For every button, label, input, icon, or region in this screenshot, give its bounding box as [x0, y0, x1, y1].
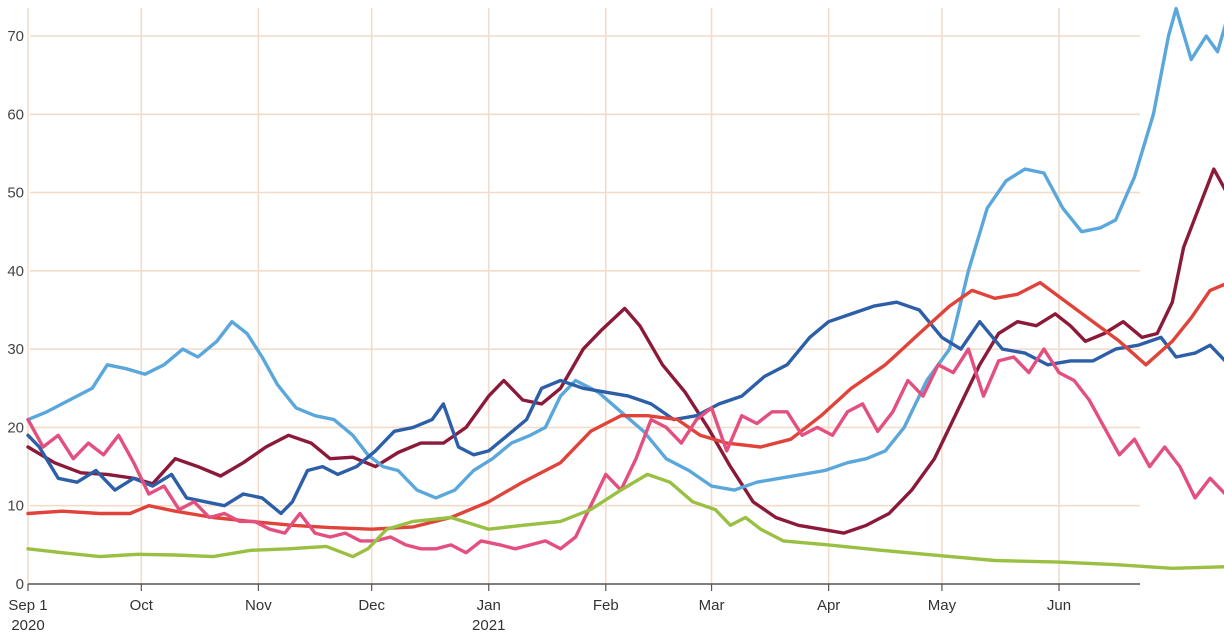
y-tick-label: 30	[7, 341, 24, 358]
series-line-peru	[26, 347, 1224, 555]
x-tick-label: Sep 1	[8, 597, 47, 614]
y-tick-label: 70	[7, 28, 24, 45]
y-tick-label: 50	[7, 185, 24, 202]
y-tick-label: 20	[7, 419, 24, 436]
series-line-colombia	[26, 167, 1224, 535]
x-tick-label: Feb	[593, 597, 619, 614]
y-tick-label: 60	[7, 106, 24, 123]
gridlines	[27, 8, 1140, 584]
series-line-mexico	[26, 472, 1224, 570]
x-tick-label: May	[928, 597, 957, 614]
x-tick-year: 2021	[472, 617, 505, 634]
x-tick-label: Oct	[130, 597, 154, 614]
x-tick-label: Nov	[245, 597, 272, 614]
x-tick-label: Jun	[1047, 597, 1071, 614]
x-tick-label: Apr	[817, 597, 840, 614]
y-tick-label: 0	[16, 576, 24, 593]
y-tick-label: 40	[7, 263, 24, 280]
x-axis: Sep 1 2020 Oct Nov Dec Jan 2021 Feb Mar Apr May Jun	[8, 583, 1140, 634]
series-line-brazil	[26, 300, 1224, 516]
series-line-argentina	[26, 6, 1224, 500]
x-tick-year: 2020	[11, 617, 44, 634]
series-lines	[26, 6, 1224, 570]
y-axis: 0 10 20 30 40 50 60 70	[7, 28, 24, 593]
x-tick-label: Dec	[358, 597, 385, 614]
x-tick-label: Jan	[477, 597, 501, 614]
x-tick-label: Mar	[699, 597, 725, 614]
y-tick-label: 10	[7, 498, 24, 515]
